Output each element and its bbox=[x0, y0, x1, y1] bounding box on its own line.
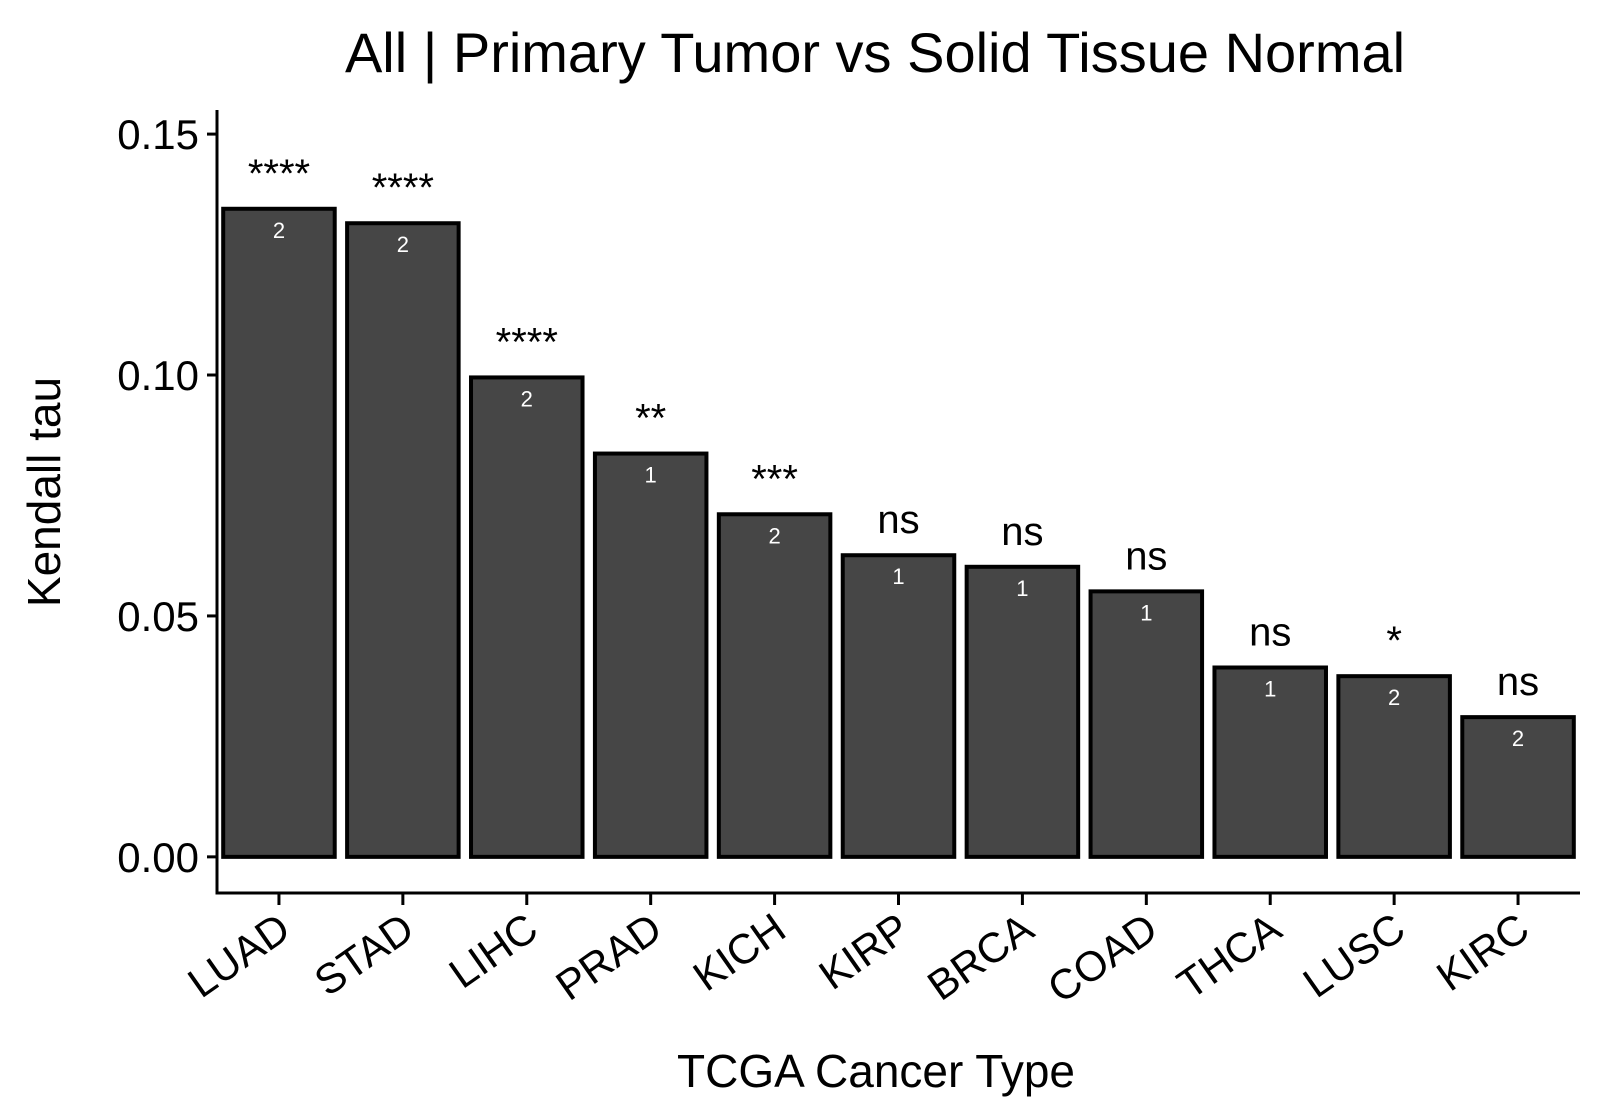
bar-count-label: 2 bbox=[397, 232, 409, 257]
x-tick-label-coad: COAD bbox=[1039, 904, 1165, 1012]
x-tick-label-kirc: KIRC bbox=[1428, 904, 1537, 1000]
significance-label: **** bbox=[372, 166, 434, 210]
bars: 2 **** 2 **** 2 **** 1 ** 2 *** 1 ns 1 ns 1 ns 1 ns 2 * 2 ns bbox=[221, 152, 1576, 859]
bar-lusc bbox=[1336, 674, 1452, 859]
significance-label: ns bbox=[1497, 660, 1539, 704]
bar-kirp bbox=[840, 553, 957, 859]
bar-thca bbox=[1212, 665, 1328, 859]
chart-title: All | Primary Tumor vs Solid Tissue Norm… bbox=[345, 21, 1405, 84]
y-axis-title: Kendall tau bbox=[18, 377, 70, 607]
significance-label: * bbox=[1386, 619, 1402, 663]
bar-coad bbox=[1088, 589, 1205, 859]
bar-count-label: 2 bbox=[521, 386, 533, 411]
significance-label: *** bbox=[751, 457, 798, 501]
significance-label: ns bbox=[1001, 510, 1043, 554]
x-tick-label-kirp: KIRP bbox=[810, 904, 917, 999]
significance-label: ns bbox=[1249, 610, 1291, 654]
x-tick-label-luad: LUAD bbox=[179, 904, 298, 1007]
significance-label: ns bbox=[1125, 534, 1167, 578]
y-tick-label: 0.15 bbox=[117, 111, 199, 158]
bar-count-label: 1 bbox=[645, 463, 657, 488]
y-axis: 0.00 0.05 0.10 0.15 bbox=[117, 110, 219, 893]
y-tick-label: 0.10 bbox=[117, 352, 199, 399]
y-tick-label: 0.05 bbox=[117, 593, 199, 640]
bar-brca bbox=[964, 564, 1081, 859]
bar-kich bbox=[716, 512, 833, 859]
x-tick-label-stad: STAD bbox=[306, 904, 422, 1005]
bar-count-label: 2 bbox=[768, 523, 780, 548]
y-tick-label: 0.00 bbox=[117, 834, 199, 881]
bar-luad bbox=[221, 206, 337, 859]
significance-label: **** bbox=[496, 320, 558, 364]
x-tick-label-lihc: LIHC bbox=[441, 904, 546, 997]
bar-lihc bbox=[469, 375, 585, 859]
x-axis-title: TCGA Cancer Type bbox=[677, 1045, 1075, 1097]
significance-label: ns bbox=[877, 498, 919, 542]
bar-count-label: 2 bbox=[1388, 685, 1400, 710]
x-tick-label-kich: KICH bbox=[685, 904, 794, 1000]
bar-prad bbox=[592, 451, 709, 859]
bar-count-label: 1 bbox=[1016, 576, 1028, 601]
bar-count-label: 1 bbox=[1264, 676, 1276, 701]
bar-stad bbox=[345, 221, 461, 859]
x-tick-label-prad: PRAD bbox=[547, 904, 670, 1009]
x-tick-label-thca: THCA bbox=[1169, 904, 1290, 1008]
x-tick-label-brca: BRCA bbox=[919, 904, 1042, 1009]
significance-label: **** bbox=[248, 152, 310, 196]
significance-label: ** bbox=[635, 397, 666, 441]
bar-count-label: 2 bbox=[273, 218, 285, 243]
bar-count-label: 2 bbox=[1512, 726, 1524, 751]
x-tick-label-lusc: LUSC bbox=[1295, 904, 1414, 1007]
bar-count-label: 1 bbox=[892, 564, 904, 589]
bar-kirc bbox=[1460, 715, 1576, 859]
bar-count-label: 1 bbox=[1140, 600, 1152, 625]
